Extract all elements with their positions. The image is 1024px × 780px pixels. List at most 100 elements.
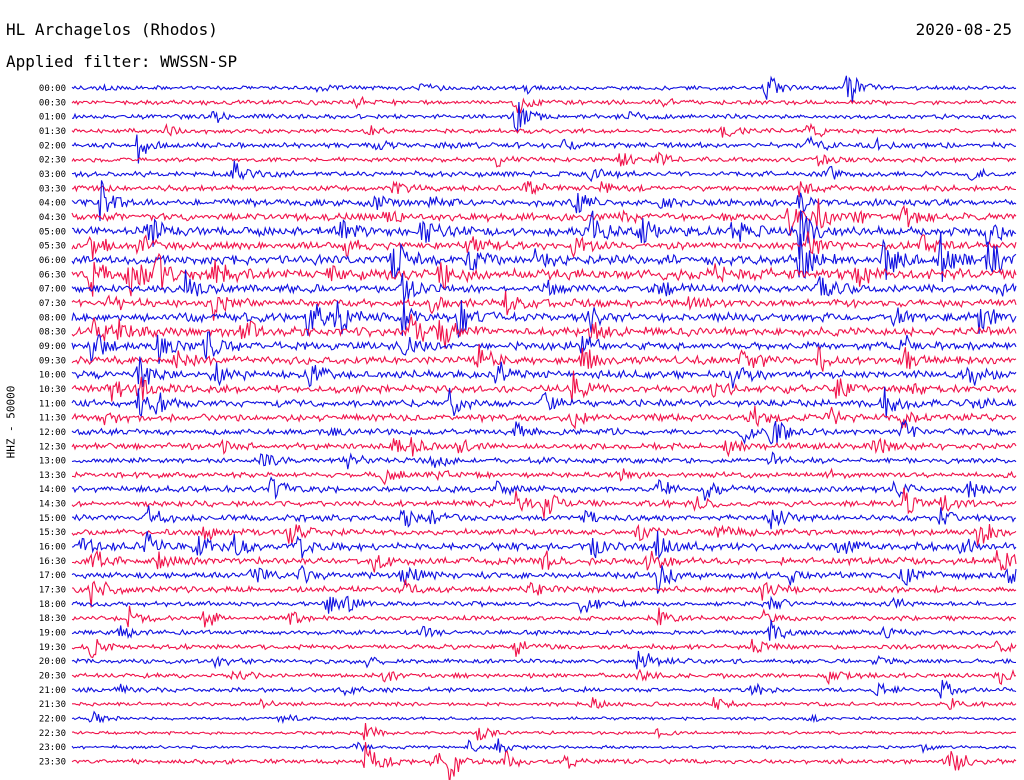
- trace-line: [71, 343, 1017, 372]
- trace-line: [71, 370, 1017, 403]
- time-label: 08:30: [39, 328, 66, 338]
- time-label: 18:00: [39, 600, 66, 610]
- trace-line: [71, 95, 1017, 114]
- trace-line: [71, 314, 1017, 349]
- time-label: 08:00: [39, 313, 66, 323]
- trace-line: [71, 476, 1017, 501]
- time-label: 04:30: [39, 213, 66, 223]
- time-label-layer: 00:00 00:30 01:00 01:30 02:00 02:30 03:00 03:30…: [39, 84, 66, 768]
- time-label: 07:00: [39, 285, 66, 295]
- trace-line: [72, 467, 1017, 486]
- trace-line: [71, 290, 1017, 321]
- trace-line: [71, 523, 1017, 546]
- time-label: 22:30: [39, 729, 66, 739]
- trace-line: [71, 437, 1017, 458]
- time-label: 09:00: [39, 342, 66, 352]
- time-label: 02:30: [39, 156, 66, 166]
- trace-line: [71, 595, 1017, 615]
- trace-line: [71, 134, 1016, 164]
- time-label: 13:30: [39, 471, 66, 481]
- trace-line: [71, 419, 1017, 445]
- time-label: 22:00: [39, 715, 66, 725]
- time-label: 05:30: [39, 242, 66, 252]
- trace-line: [71, 209, 1017, 260]
- trace-line: [71, 405, 1017, 430]
- trace-line: [71, 742, 1017, 780]
- trace-line: [71, 679, 1017, 699]
- trace-line: [71, 638, 1017, 659]
- time-label: 17:00: [39, 571, 66, 581]
- trace-line: [71, 122, 1017, 138]
- trace-line: [71, 738, 1017, 754]
- time-label: 12:30: [39, 442, 66, 452]
- time-label: 10:30: [39, 385, 66, 395]
- station-title: HL Archagelos (Rhodos): [6, 20, 218, 39]
- trace-line: [72, 697, 1017, 711]
- trace-layer: [71, 75, 1017, 780]
- time-label: 06:30: [39, 270, 66, 280]
- trace-line: [71, 710, 1017, 725]
- time-label: 01:30: [39, 127, 66, 137]
- time-label: 21:00: [39, 686, 66, 696]
- time-label: 14:00: [39, 485, 66, 495]
- trace-line: [71, 650, 1017, 670]
- trace-line: [71, 231, 1017, 260]
- time-label: 03:30: [39, 184, 66, 194]
- time-label: 21:30: [39, 700, 66, 710]
- trace-line: [71, 151, 1017, 168]
- time-label: 20:30: [39, 672, 66, 682]
- time-label: 03:00: [39, 170, 66, 180]
- time-label: 16:30: [39, 557, 66, 567]
- trace-line: [71, 487, 1017, 519]
- time-label: 19:30: [39, 643, 66, 653]
- time-label: 23:30: [39, 758, 66, 768]
- trace-line: [71, 252, 1017, 297]
- time-label: 02:00: [39, 141, 66, 151]
- trace-line: [71, 101, 1017, 133]
- time-label: 17:30: [39, 586, 66, 596]
- time-label: 13:00: [39, 457, 66, 467]
- trace-line: [71, 549, 1017, 573]
- trace-line: [71, 356, 1017, 389]
- trace-line: [71, 160, 1017, 183]
- trace-line: [71, 605, 1017, 628]
- trace-line: [71, 180, 1017, 198]
- time-label: 00:30: [39, 98, 66, 108]
- trace-line: [71, 231, 1017, 282]
- trace-line: [71, 180, 1017, 222]
- time-label: 11:00: [39, 399, 66, 409]
- time-label: 06:00: [39, 256, 66, 266]
- time-label: 11:30: [39, 414, 66, 424]
- trace-line: [72, 505, 1017, 530]
- time-label: 12:00: [39, 428, 66, 438]
- time-label: 09:30: [39, 356, 66, 366]
- time-label: 05:00: [39, 227, 66, 237]
- trace-line: [71, 619, 1017, 641]
- trace-line: [71, 530, 1017, 560]
- time-label: 19:00: [39, 629, 66, 639]
- time-label: 07:30: [39, 299, 66, 309]
- time-label: 10:00: [39, 371, 66, 381]
- trace-line: [71, 331, 1017, 364]
- time-label: 14:30: [39, 500, 66, 510]
- time-label: 00:00: [39, 84, 66, 94]
- trace-line: [71, 579, 1017, 608]
- time-label: 23:00: [39, 743, 66, 753]
- date-label: 2020-08-25: [915, 20, 1012, 39]
- trace-line: [71, 75, 1017, 103]
- trace-line: [71, 198, 1017, 236]
- time-label: 04:00: [39, 199, 66, 209]
- time-label: 15:00: [39, 514, 66, 524]
- trace-line: [71, 668, 1017, 686]
- time-label: 01:00: [39, 113, 66, 123]
- time-label: 20:00: [39, 657, 66, 667]
- trace-line: [71, 269, 1017, 303]
- filter-label: Applied filter: WWSSN-SP: [6, 52, 238, 71]
- trace-line: [71, 564, 1017, 594]
- time-label: 15:30: [39, 528, 66, 538]
- trace-line: [71, 451, 1017, 470]
- trace-line: [71, 299, 1017, 339]
- time-label: 16:00: [39, 543, 66, 553]
- trace-line: [71, 386, 1017, 419]
